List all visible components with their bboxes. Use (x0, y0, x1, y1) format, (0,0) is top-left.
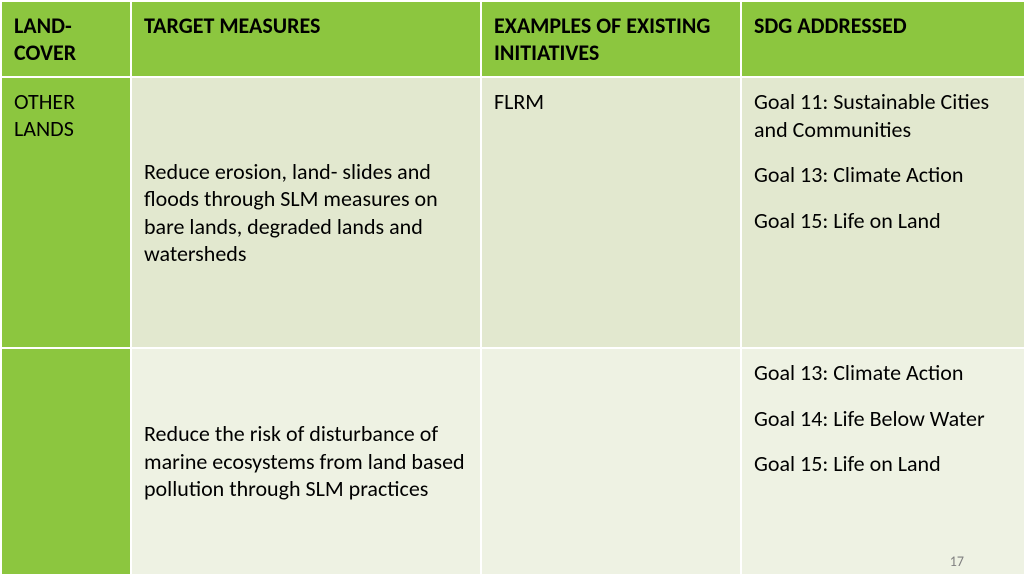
sdg-item: Goal 13: Climate Action (754, 161, 1012, 189)
table-body: OTHER LANDS Reduce erosion, land- slides… (1, 77, 1024, 575)
table-row: Reduce the risk of disturbance of marine… (1, 348, 1024, 575)
table-row: OTHER LANDS Reduce erosion, land- slides… (1, 77, 1024, 348)
col-header-examples: EXAMPLES OF EXISTING INITIATIVES (481, 1, 741, 77)
landcover-table: LAND-COVER TARGET MEASURES EXAMPLES OF E… (0, 0, 1024, 576)
sdg-item: Goal 14: Life Below Water (754, 405, 1012, 433)
slide-container: LAND-COVER TARGET MEASURES EXAMPLES OF E… (0, 0, 1024, 576)
cell-examples: FLRM (481, 77, 741, 348)
col-header-sdg: SDG ADDRESSED (741, 1, 1024, 77)
cell-measures: Reduce erosion, land- slides and floods … (131, 77, 481, 348)
page-number: 17 (950, 553, 964, 570)
sdg-item: Goal 15: Life on Land (754, 450, 1012, 478)
cell-category: OTHER LANDS (1, 77, 131, 348)
header-row: LAND-COVER TARGET MEASURES EXAMPLES OF E… (1, 1, 1024, 77)
sdg-item: Goal 13: Climate Action (754, 359, 1012, 387)
cell-category (1, 348, 131, 575)
cell-examples (481, 348, 741, 575)
sdg-item: Goal 15: Life on Land (754, 207, 1012, 235)
cell-measures: Reduce the risk of disturbance of marine… (131, 348, 481, 575)
sdg-item: Goal 11: Sustainable Cities and Communit… (754, 88, 1012, 143)
col-header-measures: TARGET MEASURES (131, 1, 481, 77)
col-header-landcover: LAND-COVER (1, 1, 131, 77)
cell-sdg: Goal 13: Climate Action Goal 14: Life Be… (741, 348, 1024, 575)
cell-sdg: Goal 11: Sustainable Cities and Communit… (741, 77, 1024, 348)
